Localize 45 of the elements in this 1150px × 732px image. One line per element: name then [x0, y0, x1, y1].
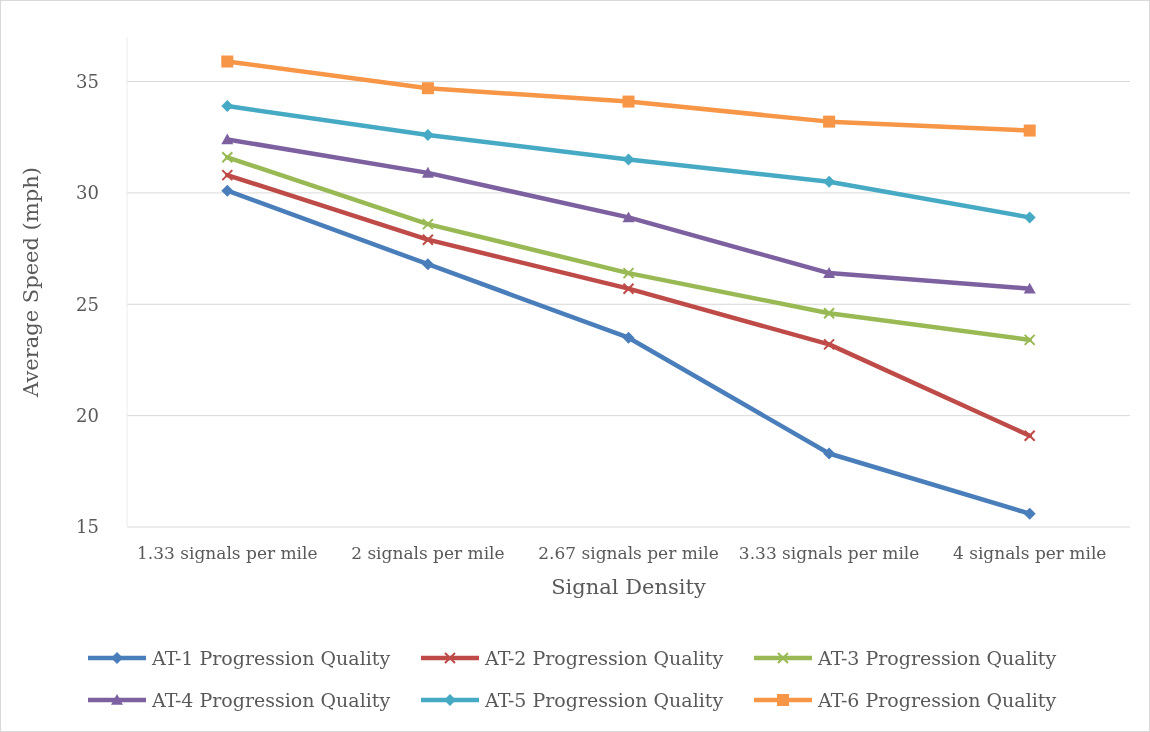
point [823, 267, 836, 278]
point [823, 115, 836, 128]
y-tick-label: 20 [76, 404, 99, 426]
point [622, 211, 635, 223]
y-tick-label: 30 [76, 182, 99, 204]
x-tick-label: 3.33 signals per mile [738, 543, 920, 563]
y-tick-label: 25 [76, 293, 99, 315]
point [421, 218, 434, 231]
y-tick-label: 35 [76, 70, 99, 92]
point [421, 82, 434, 95]
x-tick-label: 1.33 signals per mile [137, 543, 318, 563]
legend-label: AT-2 Progression Quality [484, 646, 724, 669]
y-axis-title: Average Speed (mph) [19, 167, 43, 398]
point [221, 55, 234, 68]
point [421, 258, 434, 271]
x-tick-label: 2.67 signals per mile [538, 543, 719, 563]
point [221, 133, 234, 145]
point [622, 267, 635, 280]
legend-label: AT-4 Progression Quality [151, 688, 391, 711]
point [622, 331, 635, 344]
point [1023, 429, 1036, 442]
x-tick-label: 4 signals per mile [952, 543, 1107, 563]
point [823, 338, 836, 351]
x-axis-title: Signal Density [551, 575, 706, 599]
legend-label: AT-1 Progression Quality [151, 646, 391, 669]
legend-label: AT-3 Progression Quality [817, 646, 1057, 669]
point [622, 95, 635, 108]
legend-label: AT-5 Progression Quality [484, 688, 724, 711]
point [421, 166, 434, 178]
x-tick-label: 2 signals per mile [351, 543, 505, 563]
point [622, 282, 635, 295]
legend-label: AT-6 Progression Quality [817, 688, 1057, 711]
point [221, 184, 234, 197]
point [1023, 507, 1036, 520]
point [1023, 211, 1036, 224]
y-tick-label: 15 [76, 516, 99, 538]
point [1023, 124, 1036, 137]
point [1023, 282, 1036, 294]
point [1023, 333, 1036, 346]
point [823, 307, 836, 320]
point [221, 151, 234, 164]
point [823, 175, 836, 188]
point [421, 233, 434, 246]
point [823, 447, 836, 460]
point [221, 169, 234, 182]
